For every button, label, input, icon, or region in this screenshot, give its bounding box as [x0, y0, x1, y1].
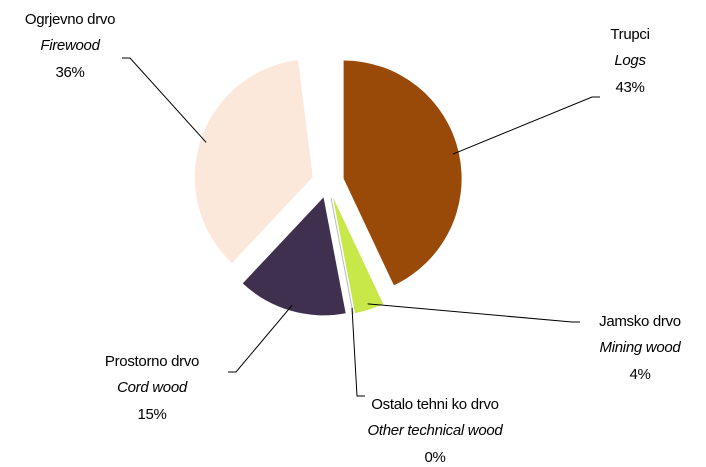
pie-slice: [194, 59, 313, 264]
slice-label-english: Logs: [614, 52, 646, 69]
pie-slice: [343, 60, 462, 286]
leader-line: [122, 57, 207, 143]
slice-value-label: 0%: [424, 449, 445, 466]
slice-value-label: 36%: [55, 64, 84, 81]
leader-line: [367, 303, 580, 323]
pie-slice: [330, 197, 354, 314]
slice-label-english: Mining wood: [600, 339, 682, 356]
slice-value-label: 4%: [629, 366, 650, 383]
leader-line: [228, 304, 293, 373]
slice-label: Trupci: [610, 26, 649, 43]
slice-value-label: 15%: [137, 406, 166, 423]
slice-label-english: Cord wood: [117, 379, 188, 396]
pie-slice: [242, 197, 346, 316]
slice-label-english: Firewood: [40, 37, 100, 54]
slice-label-english: Other technical wood: [368, 422, 504, 439]
slice-value-label: 43%: [615, 79, 644, 96]
leader-line: [351, 307, 365, 397]
slice-label: Ogrjevno drvo: [25, 11, 115, 28]
leader-line: [452, 96, 600, 155]
slice-label: Ostalo tehni ko drvo: [371, 396, 498, 413]
slice-label: Jamsko drvo: [599, 313, 681, 330]
slice-label: Prostorno drvo: [105, 353, 199, 370]
pie-slice: [332, 197, 384, 314]
